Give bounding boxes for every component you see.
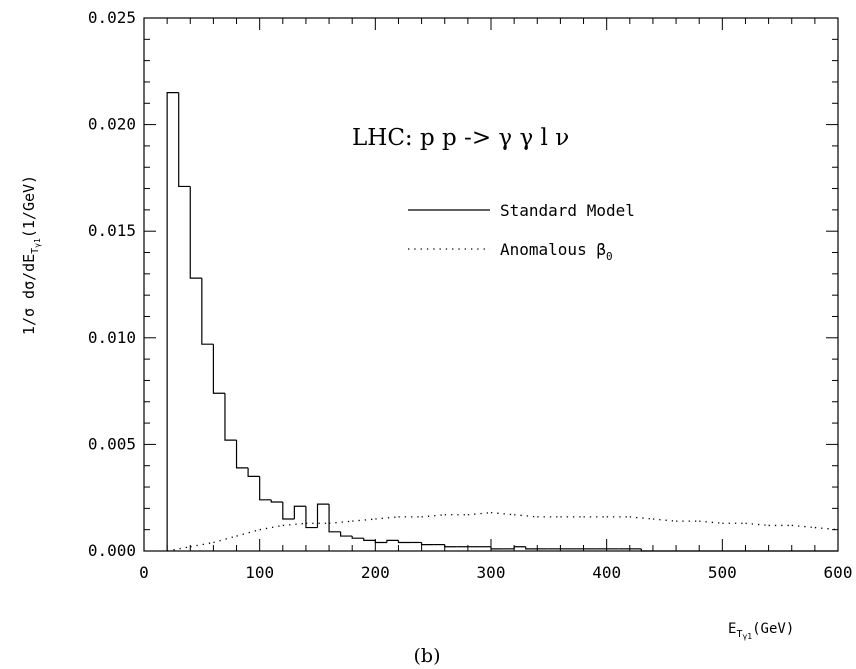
- y-tick-label: 0.025: [88, 8, 136, 27]
- figure-caption: (b): [414, 645, 441, 667]
- sm-histogram-bin: [444, 544, 457, 548]
- anomalous-curve-segment: [329, 520, 353, 524]
- legend-label-anomalous-text: Anomalous β: [500, 240, 606, 259]
- sm-histogram-bin: [178, 92, 191, 188]
- sm-histogram-bin: [166, 92, 179, 551]
- y-tick-label: 0.005: [88, 434, 136, 453]
- anomalous-curve-segment: [652, 518, 677, 522]
- sm-histogram-bin: [282, 501, 295, 520]
- y-tick-label: 0.015: [88, 221, 136, 240]
- anomalous-curve-segment: [167, 546, 191, 552]
- sm-histogram-bin: [525, 546, 538, 550]
- sm-histogram-bin: [397, 540, 411, 544]
- anomalous-curve-segment: [236, 529, 260, 537]
- sm-histogram-bin: [293, 505, 306, 520]
- sm-histogram-bin: [212, 344, 225, 394]
- anomalous-curve-segment: [814, 526, 839, 531]
- sm-histogram-bin: [189, 186, 202, 279]
- sm-histogram-bin: [201, 278, 214, 345]
- anomalous-curve-segment: [259, 524, 283, 531]
- legend-label-anomalous: Anomalous β0: [500, 240, 613, 263]
- chart-title: LHC: p p -> γ γ l ν: [352, 125, 569, 151]
- x-axis-label-unit: (GeV): [752, 621, 794, 637]
- x-tick-label: 400: [592, 563, 621, 582]
- sm-histogram-bin: [513, 546, 526, 549]
- sm-histogram-bin: [363, 538, 376, 541]
- sm-histogram-bin: [259, 476, 272, 501]
- x-tick-label: 0: [139, 563, 149, 582]
- sm-histogram-bin: [328, 504, 341, 533]
- x-tick-label: 100: [245, 563, 274, 582]
- sm-histogram-bin: [386, 539, 399, 543]
- sm-histogram-bin: [316, 503, 330, 528]
- anomalous-curve-segment: [745, 522, 769, 527]
- y-axis-label-main: 1/σ dσ/dE: [20, 254, 38, 335]
- x-tick-label: 600: [824, 563, 853, 582]
- anomalous-curve-segment: [699, 520, 723, 524]
- sm-histogram-bin: [235, 440, 249, 469]
- x-tick-label: 200: [361, 563, 390, 582]
- sm-histogram-bin: [305, 506, 318, 529]
- sm-histogram-bin: [640, 548, 653, 552]
- y-axis-label-unit: (1/GeV): [20, 175, 38, 238]
- sm-histogram-bin: [421, 542, 434, 546]
- anomalous-curve-segment: [514, 514, 538, 518]
- y-tick-label: 0.020: [88, 115, 136, 134]
- x-axis-label: ETγ1(GeV): [728, 621, 794, 641]
- sm-histogram-bin: [224, 393, 237, 441]
- tick-labels: 0 100 200 300 400 500 600 0.000 0.005 0.010 0.015 0…: [88, 8, 853, 582]
- sm-histogram-bin: [490, 546, 503, 550]
- anomalous-curve-segment: [190, 541, 214, 548]
- y-tick-label: 0.000: [88, 541, 136, 560]
- anomalous-curve-segment: [213, 535, 237, 544]
- anomalous-curve-segment: [421, 514, 445, 518]
- sm-histogram-bin: [351, 536, 364, 539]
- anomalous-curve-segment: [629, 516, 653, 520]
- x-axis-label-main: E: [728, 621, 736, 637]
- x-axis-label-sub: T: [736, 629, 742, 640]
- sm-histogram-bin: [374, 540, 387, 544]
- series-layer: [166, 92, 839, 552]
- sm-histogram-bin: [340, 531, 353, 537]
- x-tick-label: 300: [477, 563, 506, 582]
- anomalous-curve-segment: [282, 522, 306, 527]
- x-tick-label: 500: [708, 563, 737, 582]
- y-axis-label-subsub: γ1: [33, 238, 42, 248]
- sm-histogram-bin: [247, 467, 260, 477]
- sm-histogram-bin: [270, 499, 283, 503]
- ticks: [143, 17, 839, 552]
- y-tick-label: 0.010: [88, 328, 136, 347]
- y-axis-label-sub: T: [30, 248, 41, 254]
- anomalous-curve-segment: [791, 524, 815, 529]
- anomalous-curve-segment: [490, 511, 515, 516]
- legend: Standard Model Anomalous β0: [408, 201, 635, 263]
- legend-label-anomalous-sub: 0: [606, 250, 613, 263]
- y-axis-label: 1/σ dσ/dETγ1(1/GeV): [20, 175, 42, 335]
- anomalous-curve-segment: [352, 518, 376, 522]
- anomalous-curve-segment: [467, 511, 492, 516]
- x-axis-label-subsub: γ1: [742, 632, 752, 641]
- legend-label-standard-model: Standard Model: [500, 201, 635, 220]
- anomalous-curve-segment: [375, 516, 399, 520]
